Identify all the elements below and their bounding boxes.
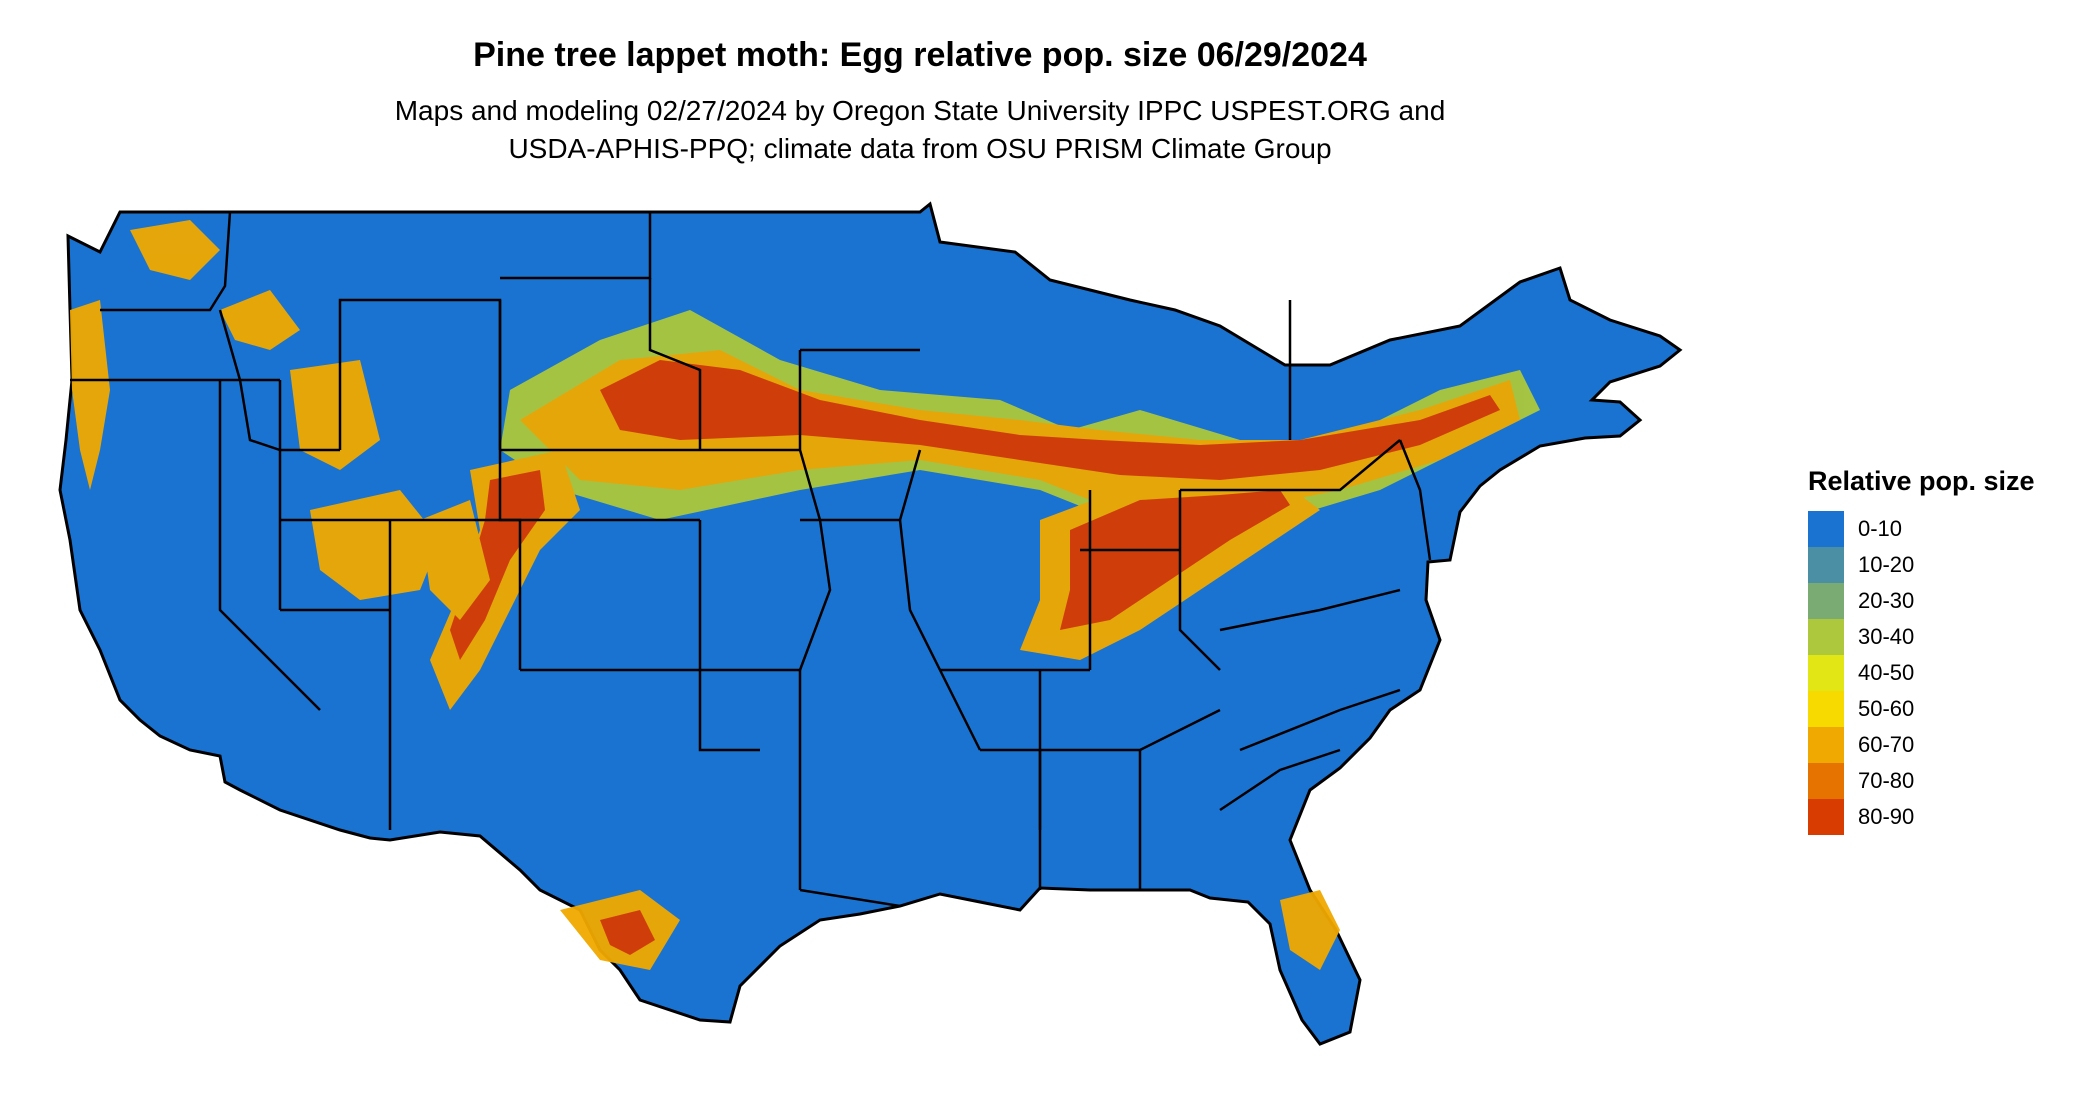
zone-80-90-texas-gulf: [600, 910, 655, 955]
legend-label: 40-50: [1858, 660, 1915, 685]
zone-60-70-west-coast: [70, 300, 110, 490]
population-zones: [70, 220, 1540, 970]
zone-60-70-northwest: [130, 220, 220, 280]
legend-items: 0-10 10-20 20-30 30-40 40-50 50-60 60-70: [1808, 511, 2035, 835]
legend-swatch: [1808, 619, 1844, 655]
zone-80-90-front-range: [450, 470, 545, 660]
legend-item: 40-50: [1808, 655, 2035, 691]
legend-item: 20-30: [1808, 583, 2035, 619]
legend-item: 0-10: [1808, 511, 2035, 547]
legend-swatch: [1808, 511, 1844, 547]
legend-item: 60-70: [1808, 727, 2035, 763]
zone-60-70-oregon: [220, 290, 300, 350]
map-subtitle: Maps and modeling 02/27/2024 by Oregon S…: [0, 92, 1840, 168]
legend-swatch: [1808, 799, 1844, 835]
legend-label: 60-70: [1858, 732, 1915, 757]
legend-swatch: [1808, 691, 1844, 727]
map-title: Pine tree lappet moth: Egg relative pop.…: [473, 36, 1367, 74]
legend-item: 70-80: [1808, 763, 2035, 799]
legend-item: 50-60: [1808, 691, 2035, 727]
legend-label: 0-10: [1858, 516, 1903, 541]
legend: Relative pop. size 0-10 10-20 20-30 30-4…: [1808, 466, 2035, 835]
legend-swatch: [1808, 763, 1844, 799]
legend-swatch: [1808, 547, 1844, 583]
legend-swatch: [1808, 655, 1844, 691]
us-map: [58, 201, 1683, 1046]
legend-swatch: [1808, 583, 1844, 619]
legend-item: 10-20: [1808, 547, 2035, 583]
legend-label: 30-40: [1858, 624, 1915, 649]
legend-title: Relative pop. size: [1808, 466, 2035, 496]
us-silhouette: [58, 201, 1683, 1046]
subtitle-line-1: Maps and modeling 02/27/2024 by Oregon S…: [394, 95, 1446, 126]
zone-60-70-new-mexico: [420, 500, 490, 620]
zone-60-70-utah: [290, 360, 380, 470]
legend-label: 50-60: [1858, 696, 1915, 721]
legend-label: 10-20: [1858, 552, 1915, 577]
zone-60-70-florida: [1280, 890, 1340, 970]
state-borders: [70, 211, 1432, 908]
zone-80-90-appalachian: [1060, 490, 1290, 630]
legend-label: 20-30: [1858, 588, 1915, 613]
zone-60-70-arizona: [310, 490, 440, 600]
subtitle-line-2: USDA-APHIS-PPQ; climate data from OSU PR…: [508, 133, 1332, 164]
legend-item: 30-40: [1808, 619, 2035, 655]
legend-label: 80-90: [1858, 804, 1915, 829]
legend-label: 70-80: [1858, 768, 1915, 793]
legend-item: 80-90: [1808, 799, 2035, 835]
legend-swatch: [1808, 727, 1844, 763]
zone-80-90-midwest: [600, 360, 1500, 480]
